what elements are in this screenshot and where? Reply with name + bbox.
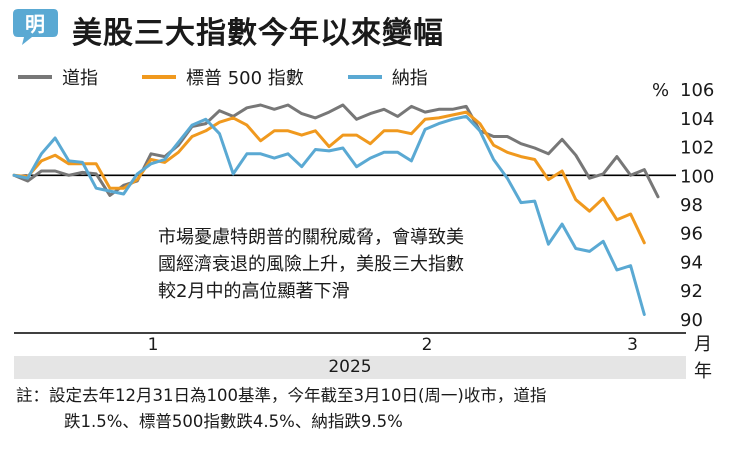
- series-line-1: [12, 110, 646, 245]
- chart-title: 美股三大指數今年以來變幅: [72, 16, 444, 51]
- y-tick-label: 106: [680, 80, 714, 101]
- y-tick-label: 98: [680, 195, 703, 216]
- y-unit-label: %: [652, 80, 669, 101]
- chart-annotation: 市場憂慮特朗普的關稅威脅，會導致美 國經濟衰退的風險上升，美股三大指數 較2月中…: [158, 227, 464, 302]
- y-tick-label: 94: [680, 252, 703, 273]
- legend-item-dow: 道指: [18, 64, 98, 90]
- footnote: 註：設定去年12月31日為100基準，今年截至3月10日(周一)收市，道指 跌1…: [16, 383, 716, 435]
- y-tick-label: 92: [680, 281, 703, 302]
- y-tick-label: 96: [680, 224, 703, 245]
- legend-label-nasdaq: 納指: [391, 68, 428, 89]
- logo-char: 明: [25, 12, 45, 36]
- legend-swatch-dow: [18, 75, 52, 79]
- legend: 道指 標普 500 指數 納指: [18, 64, 472, 90]
- year-band: 2025: [14, 356, 686, 379]
- x-tick-label: 3: [627, 335, 638, 355]
- legend-swatch-sp500: [142, 75, 176, 79]
- y-tick-label: 104: [680, 109, 714, 130]
- x-unit-year: 年: [694, 361, 712, 382]
- legend-item-sp500: 標普 500 指數: [142, 64, 304, 90]
- year-label: 2025: [328, 357, 372, 377]
- series-lines: [12, 103, 660, 316]
- logo-shape: [13, 9, 58, 45]
- footnote-line-2: 跌1.5%、標普500指數跌4.5%、納指跌9.5%: [64, 412, 403, 431]
- footnote-line-1: 註：設定去年12月31日為100基準，今年截至3月10日(周一)收市，道指: [16, 386, 547, 405]
- legend-label-sp500: 標普 500 指數: [186, 68, 304, 89]
- x-tick-label: 1: [148, 335, 159, 355]
- x-axis: 1 2 3: [14, 332, 686, 355]
- x-unit-month: 月: [694, 334, 712, 355]
- y-tick-label: 102: [680, 138, 714, 159]
- y-tick-label: 90: [680, 310, 703, 331]
- y-tick-label: 100: [680, 166, 714, 187]
- y-axis: % 90 92 94 96 98 100 102 104 106: [14, 80, 714, 331]
- legend-item-nasdaq: 納指: [347, 64, 428, 90]
- legend-label-dow: 道指: [62, 68, 98, 89]
- newspaper-logo: 明: [13, 9, 58, 45]
- series-line-2: [12, 114, 646, 316]
- x-tick-label: 2: [422, 335, 433, 355]
- legend-swatch-nasdaq: [347, 75, 382, 79]
